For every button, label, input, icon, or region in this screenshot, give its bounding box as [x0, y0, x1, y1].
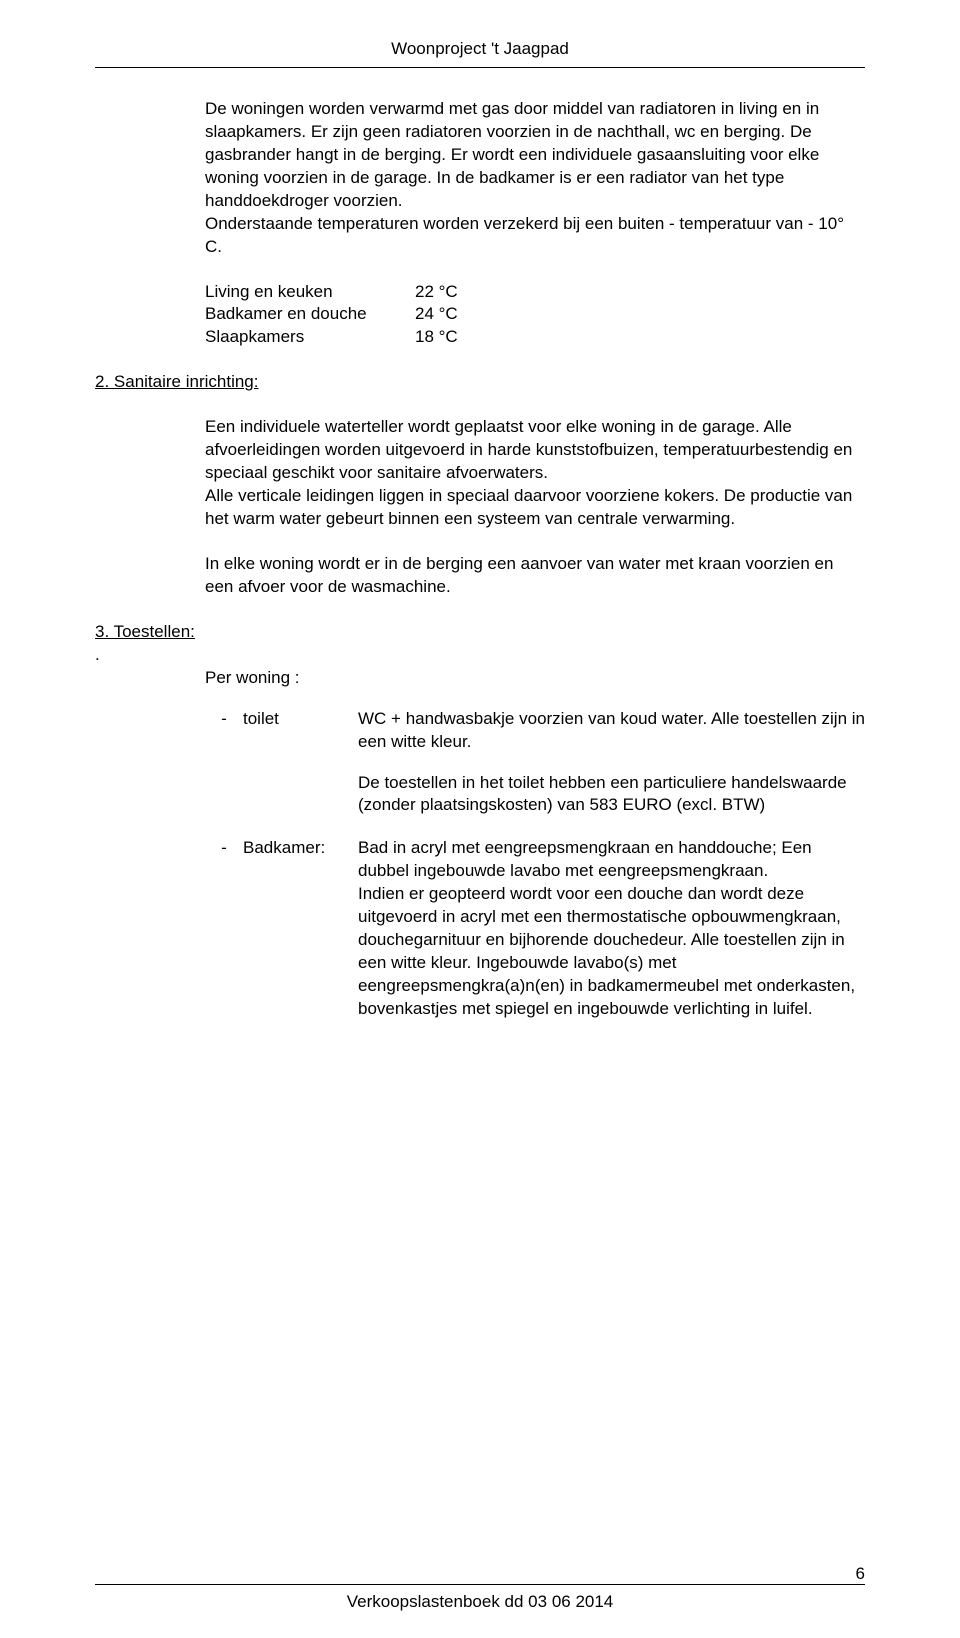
page-footer: 6 Verkoopslastenboek dd 03 06 2014 — [95, 1584, 865, 1614]
toestel-item-toilet: - toilet WC + handwasbakje voorzien van … — [205, 708, 865, 818]
temp-row: Living en keuken 22 °C — [205, 281, 865, 304]
temp-label: Badkamer en douche — [205, 303, 415, 326]
section-3-heading-wrap: 3. Toestellen: . — [95, 621, 865, 667]
temp-value: 18 °C — [415, 326, 458, 349]
toestel-text: Bad in acryl met eengreepsmengkraan en h… — [358, 837, 865, 1021]
section-3-heading: 3. Toestellen: — [95, 621, 865, 644]
temp-row: Badkamer en douche 24 °C — [205, 303, 865, 326]
section-3-body: Per woning : - toilet WC + handwasbakje … — [205, 667, 865, 1021]
header-title: Woonproject 't Jaagpad — [391, 39, 569, 58]
toestel-item-badkamer: - Badkamer: Bad in acryl met eengreepsme… — [205, 837, 865, 1021]
temp-value: 22 °C — [415, 281, 458, 304]
per-woning-label: Per woning : — [205, 667, 865, 690]
bullet: - — [205, 708, 243, 818]
intro-block: De woningen worden verwarmd met gas door… — [205, 98, 865, 349]
toestel-text: WC + handwasbakje voorzien van koud wate… — [358, 708, 865, 818]
section-2-para-2: In elke woning wordt er in de berging ee… — [205, 553, 865, 599]
toestel-label: toilet — [243, 708, 358, 818]
section-2-body: Een individuele waterteller wordt geplaa… — [205, 416, 865, 599]
temp-value: 24 °C — [415, 303, 458, 326]
temp-row: Slaapkamers 18 °C — [205, 326, 865, 349]
footer-text: Verkoopslastenboek dd 03 06 2014 — [347, 1592, 614, 1611]
section-3-dot: . — [95, 644, 865, 667]
temp-label: Living en keuken — [205, 281, 415, 304]
page-number: 6 — [856, 1563, 865, 1586]
temperature-table: Living en keuken 22 °C Badkamer en douch… — [205, 281, 865, 350]
toestel-list: - toilet WC + handwasbakje voorzien van … — [205, 708, 865, 1021]
page-header: Woonproject 't Jaagpad — [95, 38, 865, 68]
temp-label: Slaapkamers — [205, 326, 415, 349]
toestel-label: Badkamer: — [243, 837, 358, 1021]
section-2-heading-wrap: 2. Sanitaire inrichting: — [95, 371, 865, 394]
section-2-heading: 2. Sanitaire inrichting: — [95, 371, 865, 394]
section-2-para-1: Een individuele waterteller wordt geplaa… — [205, 416, 865, 531]
bullet: - — [205, 837, 243, 1021]
intro-paragraph: De woningen worden verwarmd met gas door… — [205, 98, 865, 259]
